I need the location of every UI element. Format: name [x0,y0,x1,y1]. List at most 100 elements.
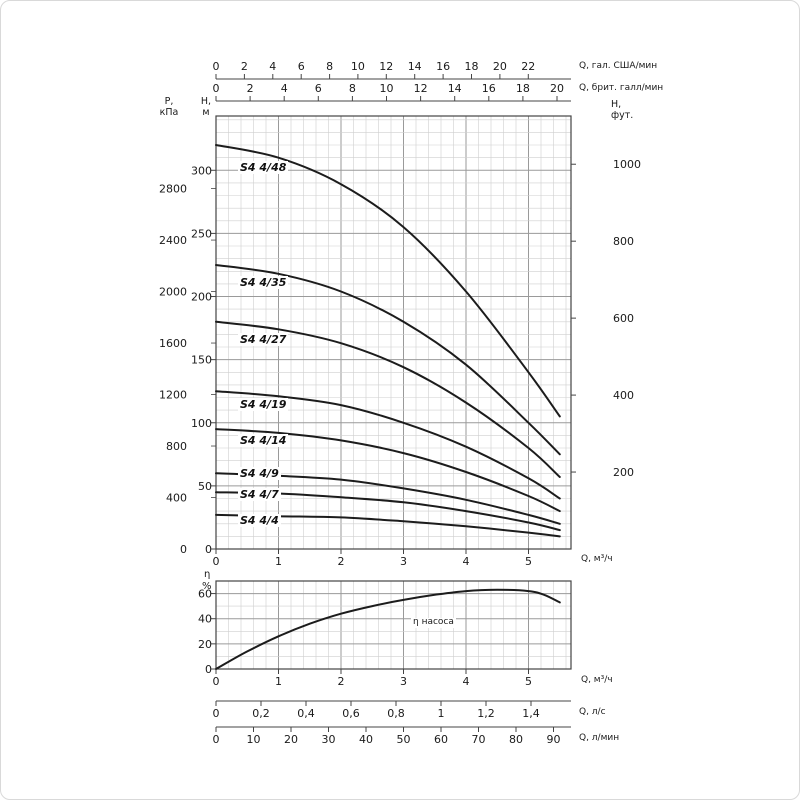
svg-text:1: 1 [438,707,445,720]
svg-text:0,8: 0,8 [387,707,405,720]
svg-text:18: 18 [516,82,530,95]
svg-text:4: 4 [463,555,470,568]
svg-text:18: 18 [465,60,479,73]
top-flow-rulers: 0 2 4 6 8 10 12 14 16 18 20 220 2 4 6 8 10 12 14 16 18 20 [213,60,571,102]
svg-text:90: 90 [547,733,561,746]
svg-text:4: 4 [269,60,276,73]
efficiency-curve-label: η насоса [411,617,456,628]
svg-text:0,6: 0,6 [342,707,360,720]
curve-name-s4-4-9: S4 4/9 [238,467,281,480]
svg-text:12: 12 [379,60,393,73]
svg-text:0,4: 0,4 [297,707,315,720]
head-curve-s4-4-35 [215,264,561,456]
svg-text:200: 200 [191,291,212,304]
svg-text:250: 250 [191,227,212,240]
curve-name-s4-4-14: S4 4/14 [238,434,289,447]
svg-text:1600: 1600 [159,337,187,350]
svg-text:80: 80 [509,733,523,746]
svg-text:0: 0 [205,543,212,556]
curve-name-s4-4-35: S4 4/35 [238,276,289,289]
svg-text:60: 60 [198,588,212,601]
svg-text:0: 0 [213,707,220,720]
svg-text:50: 50 [198,480,212,493]
svg-text:10: 10 [247,733,261,746]
efficiency-curve [215,588,561,670]
axis-title-q-lmin: Q, л/мин [579,733,620,743]
svg-text:12: 12 [414,82,428,95]
svg-text:0: 0 [213,82,220,95]
svg-text:0: 0 [180,543,187,556]
svg-text:16: 16 [482,82,496,95]
svg-text:100: 100 [191,417,212,430]
axis-title-eta-2: % [202,581,212,592]
head-curve-s4-4-27 [215,320,561,478]
svg-text:2: 2 [247,82,254,95]
svg-text:2400: 2400 [159,234,187,247]
svg-text:0: 0 [213,675,220,688]
efficiency-curve-path [215,588,561,670]
svg-text:1,4: 1,4 [522,707,540,720]
svg-text:300: 300 [191,164,212,177]
head-curve-s4-4-19 [215,390,561,500]
axis-title-q-m3h-eff: Q, м³/ч [581,675,613,685]
svg-text:1,2: 1,2 [477,707,495,720]
svg-text:5: 5 [525,555,532,568]
svg-text:8: 8 [326,60,333,73]
axis-title-q-us-gpm: Q, гал. США/мин [579,61,658,71]
axis-title-head-m-2: м [202,107,210,118]
axis-title-q-imp-gpm: Q, брит. галл/мин [579,83,664,93]
svg-text:2: 2 [338,555,345,568]
svg-text:20: 20 [284,733,298,746]
svg-text:0: 0 [213,555,220,568]
svg-text:40: 40 [359,733,373,746]
head-curve-s4-4-48 [215,144,561,418]
curve-name-s4-4-19: S4 4/19 [238,398,289,411]
curve-name-s4-4-27: S4 4/27 [238,333,289,346]
plot-frames [215,115,572,670]
axis-title-pressure-2: кПа [159,107,179,118]
svg-text:400: 400 [613,389,634,402]
svg-text:2: 2 [338,675,345,688]
svg-text:800: 800 [613,235,634,248]
svg-text:4: 4 [281,82,288,95]
svg-text:150: 150 [191,354,212,367]
main-axis-numbers: 0 1 2 3 4 50501001502002503000400800120016002… [159,158,641,568]
axis-title-head-m-1: H, [200,96,212,107]
svg-text:600: 600 [613,312,634,325]
svg-text:2800: 2800 [159,183,187,196]
svg-text:8: 8 [349,82,356,95]
svg-text:14: 14 [448,82,462,95]
svg-text:0: 0 [213,60,220,73]
svg-text:0: 0 [213,733,220,746]
axis-title-pressure-1: P, [164,96,174,107]
efficiency-grid [216,581,571,669]
svg-text:400: 400 [166,492,187,505]
svg-text:10: 10 [351,60,365,73]
svg-text:1200: 1200 [159,389,187,402]
svg-text:22: 22 [521,60,535,73]
svg-text:6: 6 [298,60,305,73]
svg-text:4: 4 [463,675,470,688]
svg-text:2: 2 [241,60,248,73]
svg-text:1: 1 [275,555,282,568]
svg-text:60: 60 [434,733,448,746]
svg-text:20: 20 [493,60,507,73]
svg-text:3: 3 [400,675,407,688]
svg-text:40: 40 [198,613,212,626]
axis-title-q-m3h-main: Q, м³/ч [581,554,613,564]
svg-text:6: 6 [315,82,322,95]
axis-title-head-ft-1: H, [611,99,622,110]
svg-text:5: 5 [525,675,532,688]
svg-text:16: 16 [436,60,450,73]
svg-text:0,2: 0,2 [252,707,270,720]
svg-text:10: 10 [380,82,394,95]
svg-text:800: 800 [166,440,187,453]
axis-title-head-ft-2: фут. [611,110,634,121]
svg-text:1000: 1000 [613,158,641,171]
head-curve-s4-4-14 [215,428,561,513]
svg-text:3: 3 [400,555,407,568]
svg-text:0: 0 [205,663,212,676]
curve-name-s4-4-48: S4 4/48 [238,161,289,174]
